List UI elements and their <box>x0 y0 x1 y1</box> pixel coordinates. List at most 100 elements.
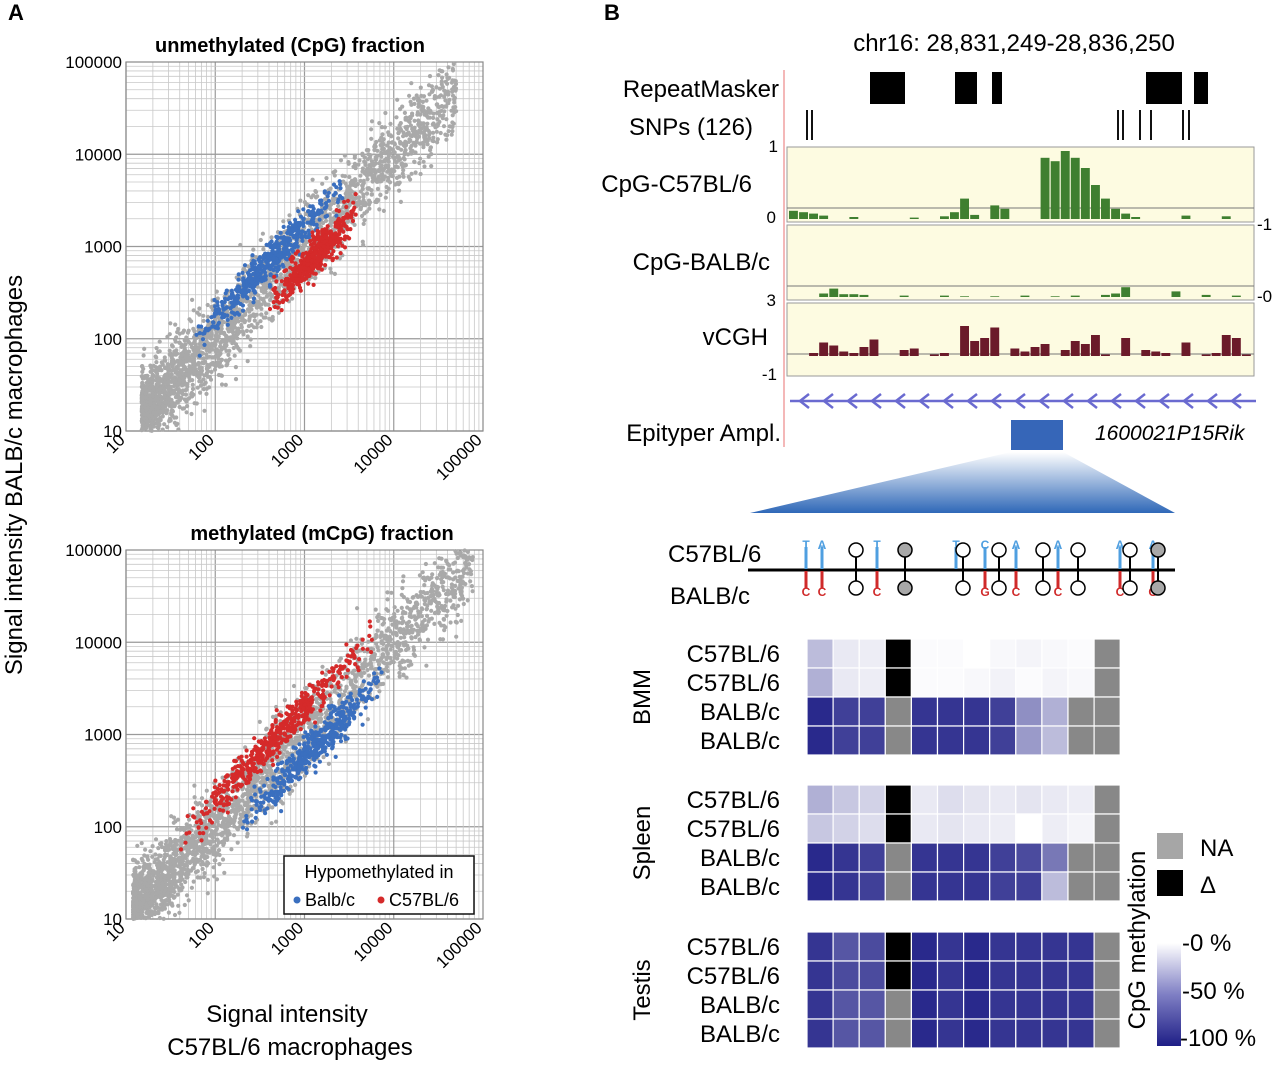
data-point <box>308 238 313 244</box>
data-point <box>293 251 298 256</box>
data-point <box>400 141 405 146</box>
data-point <box>230 341 235 346</box>
x-tick-label: 100 <box>185 430 218 463</box>
data-point <box>338 240 343 245</box>
data-point <box>255 268 260 273</box>
data-point <box>389 167 394 172</box>
data-point <box>360 153 365 158</box>
data-point <box>216 308 221 313</box>
data-point <box>333 169 338 174</box>
data-point <box>416 120 422 125</box>
data-point <box>377 167 382 172</box>
data-point <box>373 157 378 162</box>
data-point <box>336 203 341 209</box>
data-point <box>329 252 334 257</box>
data-point <box>414 93 419 98</box>
y-tick-label: 100 <box>94 330 122 349</box>
data-point <box>424 98 429 103</box>
data-point <box>286 242 292 247</box>
data-point <box>447 124 452 129</box>
data-point <box>303 240 308 245</box>
data-point <box>366 186 371 191</box>
data-point <box>293 227 298 232</box>
data-point <box>398 199 403 204</box>
data-point <box>348 180 353 185</box>
data-point <box>227 348 232 353</box>
data-point <box>235 316 240 321</box>
data-point <box>408 177 413 182</box>
data-point <box>429 608 434 613</box>
data-point <box>140 376 145 381</box>
data-point <box>349 215 354 220</box>
data-point <box>309 258 314 263</box>
data-point <box>192 349 197 354</box>
data-point <box>222 345 227 350</box>
data-point <box>275 236 280 241</box>
data-point <box>259 306 264 311</box>
data-point <box>430 572 435 577</box>
data-point <box>215 300 220 305</box>
data-point <box>183 879 188 885</box>
data-point <box>236 272 241 277</box>
data-point <box>408 123 413 128</box>
data-point <box>164 409 169 414</box>
data-point <box>443 98 448 103</box>
data-point <box>233 342 239 347</box>
data-point <box>365 157 370 162</box>
data-point <box>396 136 401 141</box>
data-point <box>220 303 225 308</box>
data-point <box>427 92 432 97</box>
data-point <box>447 97 452 102</box>
data-point <box>215 333 220 339</box>
scatter2-title: methylated (mCpG) fraction <box>190 523 453 545</box>
data-point <box>184 372 189 377</box>
data-point <box>323 196 328 202</box>
data-point <box>451 108 457 114</box>
data-point <box>313 275 318 280</box>
data-point <box>395 97 400 102</box>
data-point <box>212 297 217 303</box>
data-point <box>431 130 436 135</box>
data-point <box>451 61 456 67</box>
data-point <box>185 404 190 409</box>
data-point <box>268 266 273 272</box>
data-point <box>363 203 368 208</box>
data-point <box>288 281 293 286</box>
data-point <box>172 420 177 425</box>
data-point <box>261 296 266 301</box>
data-point <box>326 245 331 250</box>
data-point <box>148 426 153 431</box>
data-point <box>444 117 449 122</box>
data-point <box>259 259 264 265</box>
data-point <box>383 195 388 200</box>
data-point <box>306 266 311 272</box>
data-point <box>387 146 392 151</box>
plot-frame <box>125 61 484 432</box>
data-point <box>427 74 433 79</box>
data-point <box>323 218 329 223</box>
data-point <box>234 297 240 302</box>
data-point <box>396 146 401 151</box>
data-point <box>353 163 358 168</box>
data-point <box>380 145 385 150</box>
data-point <box>244 295 249 300</box>
data-point <box>233 287 238 292</box>
data-point <box>183 342 188 347</box>
data-point <box>140 394 145 399</box>
data-point <box>198 365 203 370</box>
data-point <box>157 418 162 423</box>
data-point <box>245 334 250 339</box>
data-point <box>143 847 148 852</box>
data-point <box>331 182 337 187</box>
data-point <box>366 639 371 644</box>
data-point <box>297 222 302 227</box>
data-point <box>373 607 378 612</box>
data-point <box>140 408 145 413</box>
data-point <box>204 788 209 793</box>
data-point <box>272 304 278 310</box>
data-point <box>201 356 206 361</box>
data-point <box>369 119 375 124</box>
data-point <box>350 218 356 224</box>
data-point <box>429 164 434 169</box>
data-point <box>195 810 201 815</box>
